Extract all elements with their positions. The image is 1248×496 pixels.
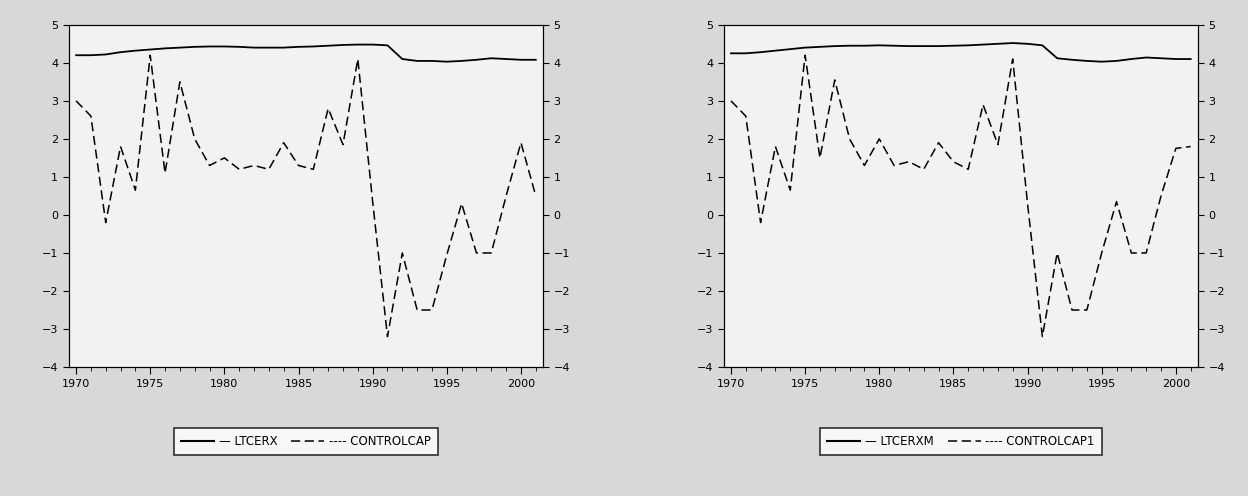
Legend: — LTCERXM, ---- CONTROLCAP1: — LTCERXM, ---- CONTROLCAP1 [820,428,1102,455]
Legend: — LTCERX, ---- CONTROLCAP: — LTCERX, ---- CONTROLCAP [173,428,438,455]
